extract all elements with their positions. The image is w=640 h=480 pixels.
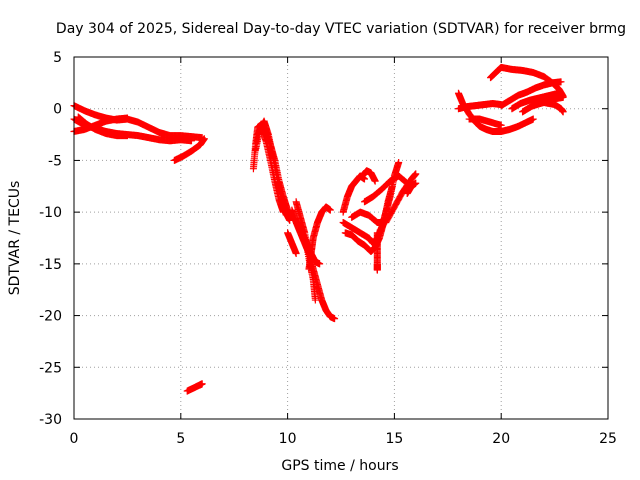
y-tick-label: -20 bbox=[39, 309, 62, 325]
data-point bbox=[316, 260, 324, 268]
data-point bbox=[559, 108, 567, 116]
data-point bbox=[123, 114, 131, 122]
data-track bbox=[339, 172, 368, 216]
x-tick-label: 15 bbox=[385, 431, 403, 447]
data-track bbox=[284, 229, 300, 258]
data-point bbox=[279, 208, 287, 216]
data-point bbox=[326, 206, 334, 214]
data-track bbox=[305, 203, 334, 273]
data-point bbox=[292, 250, 300, 258]
data-point bbox=[557, 78, 565, 86]
y-tick-label: -30 bbox=[39, 412, 62, 428]
x-axis-label: GPS time / hours bbox=[281, 458, 398, 474]
x-tick-label: 5 bbox=[176, 431, 185, 447]
x-tick-label: 10 bbox=[279, 431, 297, 447]
plot-frame bbox=[73, 56, 609, 420]
data-track bbox=[403, 179, 420, 198]
data-point bbox=[529, 115, 537, 123]
data-track bbox=[254, 123, 287, 216]
data-track bbox=[348, 170, 420, 226]
data-track bbox=[373, 229, 381, 274]
data-point bbox=[200, 135, 208, 143]
data-track bbox=[529, 99, 567, 116]
y-tick-label: -10 bbox=[39, 205, 62, 221]
data-point bbox=[412, 179, 420, 187]
y-tick-label: -15 bbox=[39, 257, 62, 273]
data-point bbox=[311, 296, 319, 304]
data-point bbox=[412, 170, 420, 178]
data-point bbox=[123, 132, 131, 140]
axis-ticks: 0 5 10 15 20 25 5 0 -5 -10 -15 -20 -25 -30 bbox=[39, 50, 617, 447]
data-track bbox=[465, 115, 505, 129]
data-point bbox=[331, 315, 339, 323]
data-points bbox=[70, 63, 567, 395]
data-point bbox=[497, 121, 505, 129]
data-point bbox=[187, 137, 195, 145]
data-track bbox=[360, 172, 411, 206]
data-track bbox=[70, 114, 131, 135]
y-axis-label: SDTVAR / TECUs bbox=[7, 181, 23, 296]
data-point bbox=[388, 182, 396, 190]
data-point bbox=[395, 158, 403, 166]
x-tick-label: 25 bbox=[599, 431, 617, 447]
x-tick-label: 0 bbox=[70, 431, 79, 447]
data-point bbox=[402, 178, 410, 186]
y-tick-label: 0 bbox=[53, 102, 62, 118]
data-track bbox=[358, 167, 379, 185]
data-point bbox=[373, 266, 381, 274]
data-point bbox=[198, 380, 206, 388]
chart-title: Day 304 of 2025, Sidereal Day-to-day VTE… bbox=[56, 21, 626, 37]
data-track bbox=[183, 380, 206, 395]
data-point bbox=[559, 93, 567, 101]
y-tick-label: -5 bbox=[48, 153, 62, 169]
data-point bbox=[403, 179, 411, 187]
data-track bbox=[508, 89, 565, 113]
data-track bbox=[497, 78, 565, 110]
x-tick-label: 20 bbox=[492, 431, 510, 447]
data-point bbox=[403, 179, 411, 187]
data-point bbox=[371, 177, 379, 185]
y-tick-label: -25 bbox=[39, 360, 62, 376]
data-track bbox=[170, 135, 208, 164]
y-tick-label: 5 bbox=[53, 50, 62, 66]
